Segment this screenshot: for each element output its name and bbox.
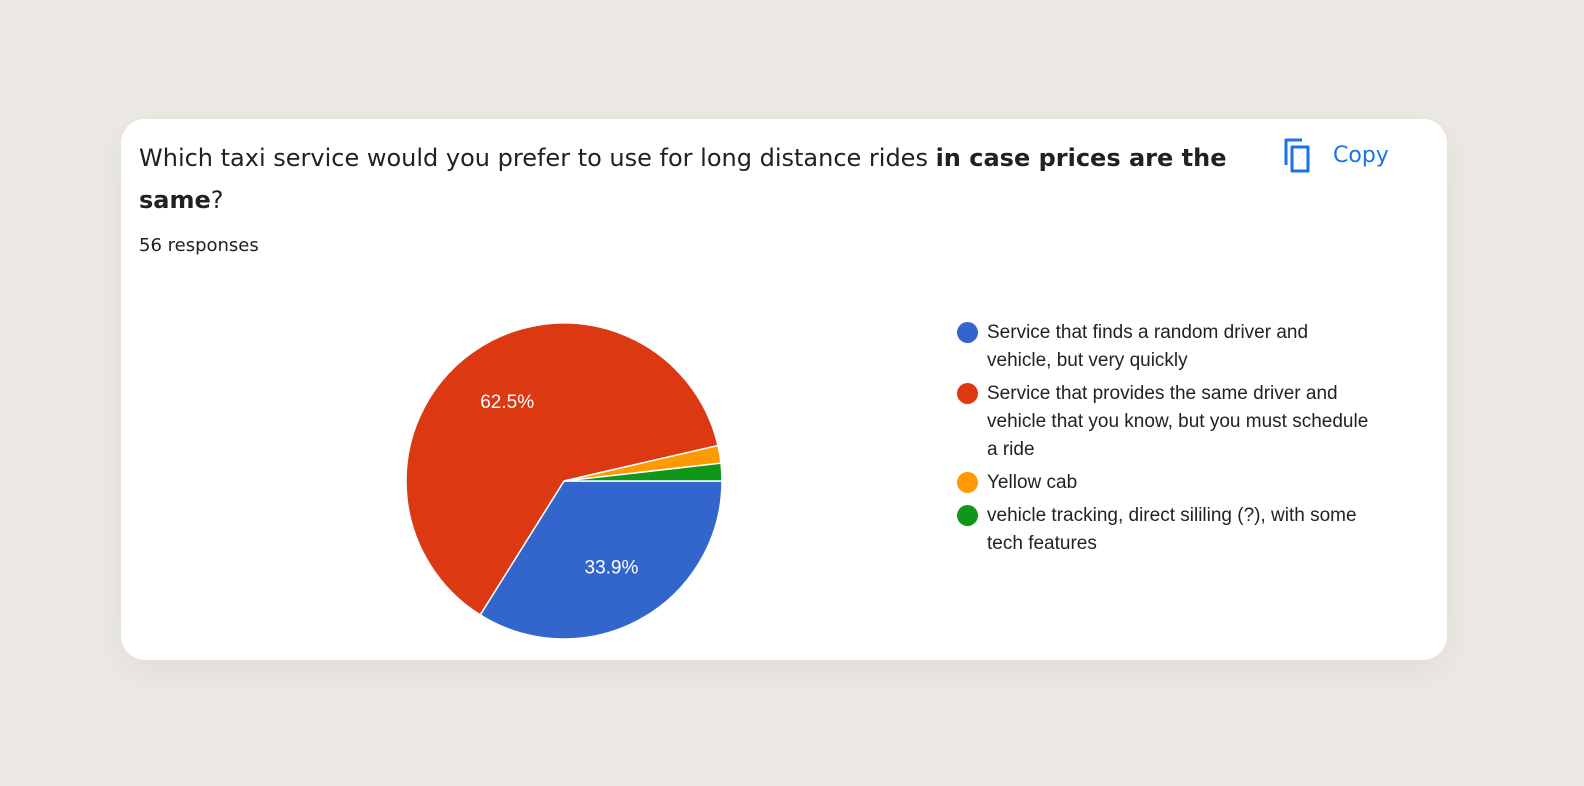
chart-card: Which taxi service would you prefer to u… bbox=[121, 119, 1447, 660]
pie-data-label-1: 62.5% bbox=[480, 392, 534, 413]
legend-dot-0 bbox=[957, 322, 978, 343]
copy-button[interactable]: Copy bbox=[1283, 133, 1389, 177]
legend-label-0: Service that finds a random driver and v… bbox=[987, 322, 1309, 371]
legend-dot-2 bbox=[957, 472, 978, 493]
pie-slice-0[interactable] bbox=[479, 480, 723, 640]
response-count: 56 responses bbox=[139, 235, 259, 256]
question-end: ? bbox=[210, 186, 224, 214]
chart-legend: Service that finds a random driver and v… bbox=[957, 319, 1377, 563]
legend-item-3[interactable]: vehicle tracking, direct sililing (?), w… bbox=[957, 502, 1377, 558]
pie-data-label-0: 33.9% bbox=[585, 558, 639, 579]
legend-dot-3 bbox=[957, 505, 978, 526]
pie-chart-svg: 33.9% 62.5% bbox=[405, 322, 723, 640]
legend-dot-1 bbox=[957, 383, 978, 404]
pie-slice-1[interactable] bbox=[405, 322, 719, 616]
question-bold-text: in case prices are the same bbox=[139, 144, 1227, 214]
copy-button-label: Copy bbox=[1333, 142, 1389, 168]
legend-label-2: Yellow cab bbox=[987, 472, 1078, 493]
legend-label-1: Service that provides the same driver an… bbox=[987, 383, 1369, 460]
question-title: Which taxi service would you prefer to u… bbox=[139, 137, 1239, 221]
pie-slice-3[interactable] bbox=[563, 462, 723, 482]
legend-label-3: vehicle tracking, direct sililing (?), w… bbox=[987, 505, 1357, 554]
copy-icon bbox=[1283, 137, 1315, 173]
legend-item-0[interactable]: Service that finds a random driver and v… bbox=[957, 319, 1377, 375]
question-text: Which taxi service would you prefer to u… bbox=[139, 144, 936, 172]
legend-item-1[interactable]: Service that provides the same driver an… bbox=[957, 380, 1377, 464]
legend-item-2[interactable]: Yellow cab bbox=[957, 469, 1377, 497]
